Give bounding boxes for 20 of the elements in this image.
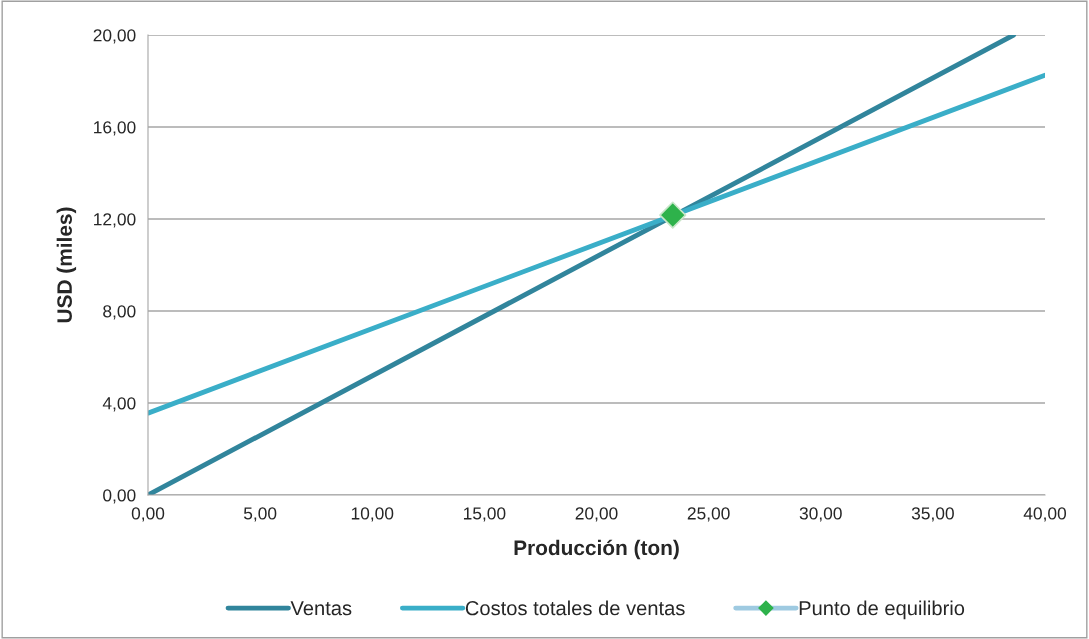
y-tick-label: 16,00 [94,121,136,136]
x-tick-label: 30,00 [799,507,842,522]
y-tick-label: 20,00 [93,29,136,44]
x-tick-label: 15,00 [463,507,506,522]
y-tick-label: 0,00 [103,489,136,504]
y-tick-label: 12,00 [94,213,136,228]
x-tick-label: 35,00 [911,507,954,522]
x-tick-label: 40,00 [1023,507,1067,522]
x-tick-label: 5,00 [243,507,277,522]
x-tick-label: 20,00 [575,507,618,522]
y-axis-title: USD (miles) [56,207,77,323]
x-tick-label: 10,00 [351,507,394,522]
x-tick-label: 0,00 [131,507,165,522]
x-tick-label: 25,00 [687,507,730,522]
legend-label: Punto de equilibrio [799,600,965,620]
y-tick-label: 8,00 [103,305,136,320]
y-tick-label: 4,00 [102,397,136,412]
x-axis-title: Producción (ton) [514,539,679,560]
legend-label: Ventas [290,601,352,616]
legend-label: Costos totales de ventas [465,600,685,616]
